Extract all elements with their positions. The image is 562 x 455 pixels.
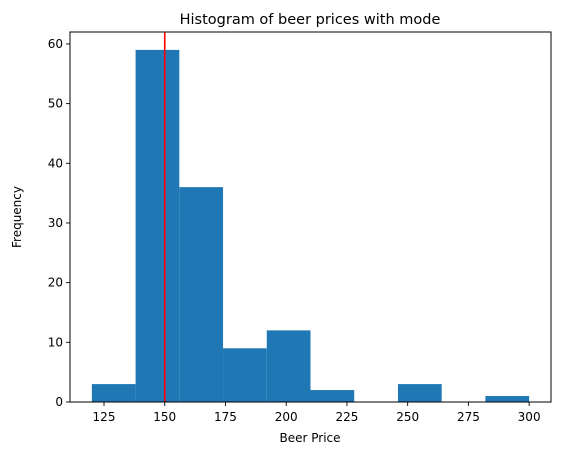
histogram-bar xyxy=(223,348,267,402)
x-tick-label: 300 xyxy=(518,410,541,424)
y-tick-label: 20 xyxy=(48,276,63,290)
chart-title: Histogram of beer prices with mode xyxy=(180,12,441,28)
x-tick-label: 150 xyxy=(153,410,176,424)
y-tick-label: 50 xyxy=(48,97,63,111)
plot-frame xyxy=(69,31,552,403)
histogram-bar xyxy=(91,384,136,402)
y-tick-label: 40 xyxy=(48,156,63,170)
bars-group xyxy=(91,49,530,402)
y-axis-ticks: 0 10 20 30 40 50 60 xyxy=(48,37,70,409)
x-tick-label: 125 xyxy=(93,410,116,424)
histogram-bar xyxy=(135,49,180,402)
y-tick-label: 30 xyxy=(48,216,63,230)
x-tick-label: 225 xyxy=(335,410,358,424)
x-tick-label: 200 xyxy=(275,410,298,424)
x-axis-ticks: 125 150 175 200 225 250 275 300 xyxy=(93,402,541,424)
x-tick-label: 275 xyxy=(457,410,480,424)
y-tick-label: 60 xyxy=(48,37,63,51)
x-tick-label: 175 xyxy=(214,410,237,424)
histogram-bar xyxy=(179,187,224,402)
x-axis-label: Beer Price xyxy=(279,431,340,445)
y-tick-label: 10 xyxy=(48,335,63,349)
histogram-bar xyxy=(310,390,355,402)
histogram-bar xyxy=(397,384,442,402)
histogram-bar xyxy=(266,330,311,402)
y-tick-label: 0 xyxy=(55,395,63,409)
x-tick-label: 250 xyxy=(396,410,419,424)
histogram-bar xyxy=(485,396,530,402)
y-axis-label: Frequency xyxy=(10,186,24,248)
